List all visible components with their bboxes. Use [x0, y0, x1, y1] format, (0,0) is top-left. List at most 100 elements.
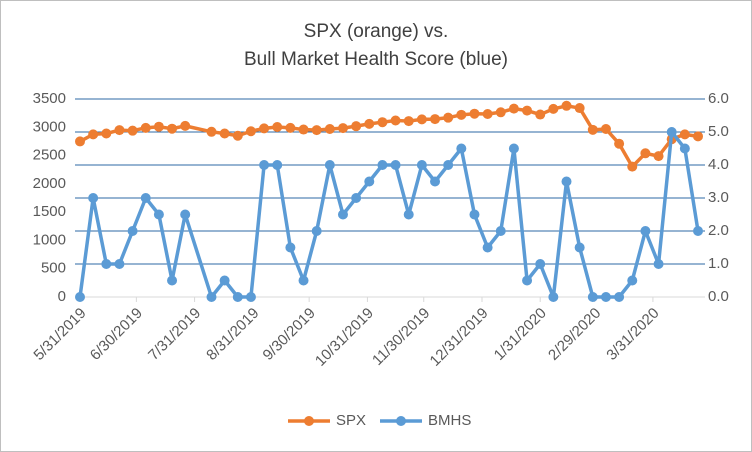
- point: [88, 193, 99, 203]
- point: [587, 124, 598, 135]
- point: [219, 275, 230, 286]
- point: [272, 122, 283, 133]
- y-tick-label: 1000: [33, 231, 66, 248]
- legend-label: BMHS: [428, 412, 471, 429]
- point: [653, 259, 664, 269]
- y2-tick-label: 0.0: [708, 288, 729, 305]
- point: [101, 259, 112, 269]
- point: [666, 127, 677, 137]
- legend-label: SPX: [336, 412, 366, 429]
- point: [600, 123, 611, 134]
- point: [574, 103, 585, 114]
- point: [403, 209, 414, 220]
- point: [377, 117, 388, 128]
- y-tick-label: 1500: [33, 203, 66, 220]
- point: [430, 114, 441, 125]
- legend-marker: [304, 416, 314, 426]
- point: [561, 100, 572, 111]
- point: [443, 160, 454, 170]
- point: [324, 160, 335, 170]
- point: [127, 125, 138, 136]
- point: [140, 122, 151, 133]
- point: [495, 226, 506, 236]
- point: [167, 123, 178, 134]
- point: [298, 124, 309, 135]
- y-tick-label: 500: [41, 260, 66, 277]
- point: [600, 292, 611, 302]
- point: [351, 121, 362, 132]
- point: [535, 109, 546, 120]
- point: [140, 193, 151, 203]
- point: [259, 160, 270, 170]
- point: [285, 122, 296, 133]
- point: [285, 242, 296, 253]
- y-tick-label: 2500: [33, 147, 66, 164]
- point: [640, 226, 651, 236]
- point: [416, 114, 427, 125]
- y-tick-label: 3000: [33, 118, 66, 135]
- point: [245, 126, 256, 137]
- point: [561, 176, 572, 187]
- point: [508, 143, 519, 154]
- point: [495, 107, 506, 118]
- point: [206, 292, 217, 302]
- point: [614, 138, 625, 149]
- point: [364, 176, 375, 187]
- point: [259, 123, 270, 134]
- point: [101, 128, 112, 139]
- point: [180, 209, 191, 220]
- point: [627, 275, 638, 286]
- point: [390, 115, 401, 126]
- point: [298, 275, 309, 286]
- point: [416, 160, 427, 170]
- point: [456, 109, 467, 120]
- point: [456, 143, 467, 154]
- point: [377, 160, 388, 170]
- point: [574, 242, 585, 253]
- y2-tick-label: 5.0: [708, 123, 729, 140]
- point: [337, 123, 348, 134]
- point: [88, 129, 99, 140]
- point: [693, 226, 703, 236]
- point: [114, 125, 125, 136]
- y-tick-label: 2000: [33, 175, 66, 192]
- point: [614, 292, 625, 302]
- y-tick-label: 0: [58, 288, 66, 305]
- point: [351, 193, 362, 203]
- point: [390, 160, 401, 170]
- point: [167, 275, 178, 286]
- y-tick-label: 3500: [33, 90, 66, 107]
- point: [482, 108, 493, 119]
- y2-tick-label: 6.0: [708, 90, 729, 107]
- point: [469, 209, 480, 220]
- point: [219, 128, 230, 139]
- point: [522, 105, 533, 116]
- point: [364, 118, 375, 129]
- point: [587, 292, 598, 302]
- point: [153, 209, 164, 220]
- point: [337, 209, 348, 220]
- y2-tick-label: 2.0: [708, 222, 729, 239]
- point: [272, 160, 283, 170]
- point: [232, 292, 243, 302]
- point: [127, 226, 138, 236]
- chart-title-line: SPX (orange) vs.: [304, 21, 449, 42]
- point: [508, 103, 519, 114]
- y2-tick-label: 3.0: [708, 189, 729, 206]
- point: [522, 275, 533, 286]
- point: [653, 151, 664, 162]
- y2-tick-label: 1.0: [708, 255, 729, 272]
- point: [679, 129, 690, 140]
- point: [311, 226, 322, 236]
- legend-marker: [396, 416, 406, 426]
- point: [482, 242, 493, 253]
- point: [324, 123, 335, 134]
- point: [75, 292, 85, 302]
- point: [403, 116, 414, 127]
- point: [640, 148, 651, 159]
- point: [245, 292, 256, 302]
- point: [627, 161, 638, 172]
- point: [548, 292, 559, 302]
